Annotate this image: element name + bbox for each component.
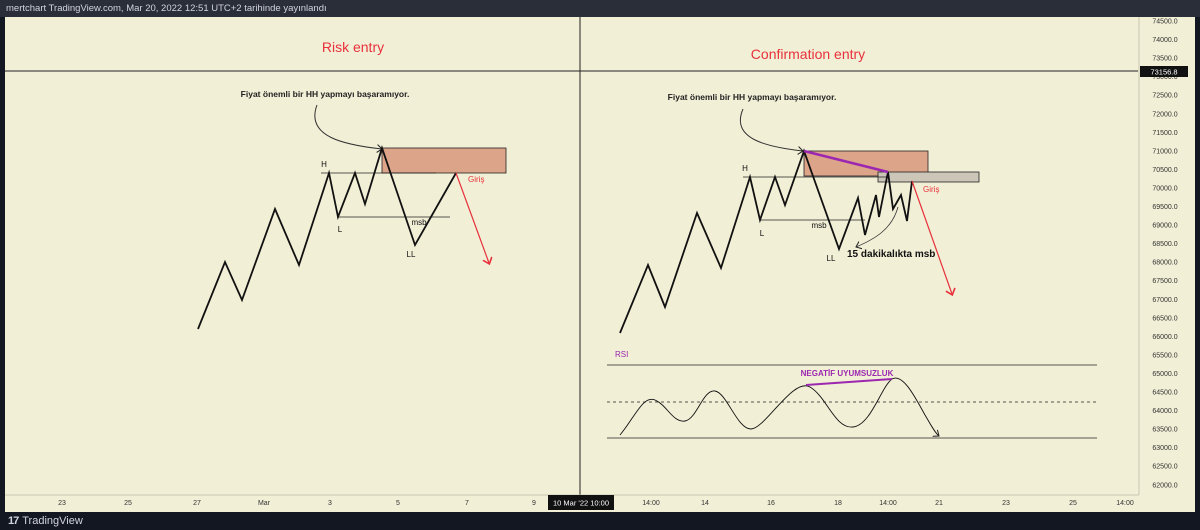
price-tick-label: 65500.0: [1152, 352, 1177, 359]
tradingview-logo-icon: 17: [8, 515, 19, 527]
time-tick-label: 14:00: [1116, 500, 1134, 507]
price-tick-label: 62000.0: [1152, 482, 1177, 489]
right-annotation: Fiyat önemli bir HH yapmayı başaramıyor.: [668, 92, 837, 102]
price-tick-label: 71500.0: [1152, 130, 1177, 137]
price-tick-label: 69500.0: [1152, 204, 1177, 211]
left-annotation-arrow: [314, 104, 382, 149]
left-label-giris: Giriş: [468, 175, 484, 184]
left-label-msb: msb: [411, 218, 427, 227]
chart-area[interactable]: Risk entry Fiyat önemli bir HH yapmayı b…: [5, 17, 1195, 512]
price-tick-label: 66000.0: [1152, 334, 1177, 341]
left-label-ll: LL: [407, 250, 416, 259]
rsi-label: RSI: [615, 350, 628, 359]
time-tick-label: 18: [834, 500, 842, 507]
price-tick-label: 72000.0: [1152, 111, 1177, 118]
price-tick-label: 73500.0: [1152, 56, 1177, 63]
price-tick-label: 64000.0: [1152, 408, 1177, 415]
price-tick-label: 72500.0: [1152, 93, 1177, 100]
price-tick-label: 74000.0: [1152, 37, 1177, 44]
price-tick-label: 68500.0: [1152, 241, 1177, 248]
time-tick-label: 14:00: [879, 500, 897, 507]
right-title: Confirmation entry: [751, 46, 865, 62]
time-tick-label: Mar: [258, 500, 271, 507]
rsi-divergence-label: NEGATİF UYUMSUZLUK: [801, 369, 894, 378]
left-label-l: L: [338, 225, 343, 234]
right-annotation-arrow: [740, 108, 803, 151]
price-tick-label: 71000.0: [1152, 148, 1177, 155]
time-tick-label: 3: [328, 500, 332, 507]
time-tick-label: 14: [701, 500, 709, 507]
time-tick-label: 5: [396, 500, 400, 507]
right-label-l: L: [760, 229, 765, 238]
current-price-badge: [1140, 66, 1188, 77]
price-axis[interactable]: 74500.0 74000.0 73500.0 73000.0 72500.0 72000…: [1152, 19, 1177, 490]
publish-info: mertchart TradingView.com, Mar 20, 2022 …: [6, 3, 327, 14]
time-cursor-badge: [548, 495, 614, 510]
right-confirmation-zone: [877, 171, 980, 183]
tradingview-brand[interactable]: 17 TradingView: [8, 515, 83, 527]
price-tick-label: 74500.0: [1152, 19, 1177, 26]
footer-bar: 17 TradingView: [0, 512, 1200, 530]
price-tick-label: 73000.0: [1152, 74, 1177, 81]
time-tick-label: 16: [767, 500, 775, 507]
price-tick-label: 62500.0: [1152, 464, 1177, 471]
left-title: Risk entry: [322, 39, 384, 55]
time-tick-label: 25: [1069, 500, 1077, 507]
price-tick-label: 70500.0: [1152, 167, 1177, 174]
right-price-path: [619, 148, 913, 334]
brand-name: TradingView: [22, 515, 83, 527]
right-label-h: H: [742, 164, 748, 173]
time-tick-label: 23: [58, 500, 66, 507]
time-tick-label: 25: [124, 500, 132, 507]
price-tick-label: 68000.0: [1152, 260, 1177, 267]
price-tick-label: 63000.0: [1152, 445, 1177, 452]
chart-canvas: Risk entry Fiyat önemli bir HH yapmayı b…: [5, 17, 1188, 510]
left-projection-arrow: [455, 172, 489, 263]
time-tick-label: 7: [465, 500, 469, 507]
price-tick-label: 67500.0: [1152, 278, 1177, 285]
left-risk-zone: [381, 147, 507, 174]
right-label-15m-msb: 15 dakikalıkta msb: [847, 249, 935, 260]
price-tick-label: 66500.0: [1152, 315, 1177, 322]
time-tick-label: 23: [1002, 500, 1010, 507]
left-annotation: Fiyat önemli bir HH yapmayı başaramıyor.: [241, 89, 410, 99]
right-divergence-line-price: [803, 149, 889, 174]
right-label-ll: LL: [827, 254, 836, 263]
time-axis[interactable]: 23 25 27 Mar 3 5 7 9 14:00 14 16 18 14:00 21 23 25 14:00: [58, 500, 1134, 507]
time-cursor-label: 10 Mar '22 10:00: [553, 499, 609, 508]
right-msb-arrow: [856, 206, 899, 247]
price-tick-label: 64500.0: [1152, 390, 1177, 397]
time-tick-label: 14:00: [642, 500, 660, 507]
rsi-divergence-line: [805, 378, 893, 386]
rsi-line: [619, 377, 939, 436]
time-tick-label: 27: [193, 500, 201, 507]
left-label-h: H: [321, 160, 327, 169]
price-tick-label: 70000.0: [1152, 185, 1177, 192]
time-tick-label: 21: [935, 500, 943, 507]
price-tick-label: 67000.0: [1152, 297, 1177, 304]
left-price-path: [197, 145, 457, 330]
right-label-msb: msb: [811, 221, 827, 230]
price-tick-label: 69000.0: [1152, 223, 1177, 230]
price-tick-label: 65000.0: [1152, 371, 1177, 378]
price-tick-label: 63500.0: [1152, 427, 1177, 434]
header-bar: mertchart TradingView.com, Mar 20, 2022 …: [0, 0, 1200, 17]
time-tick-label: 9: [532, 500, 536, 507]
right-label-giris: Giriş: [923, 185, 939, 194]
current-price-value: 73156.8: [1150, 68, 1177, 77]
right-projection-arrow: [911, 180, 952, 294]
